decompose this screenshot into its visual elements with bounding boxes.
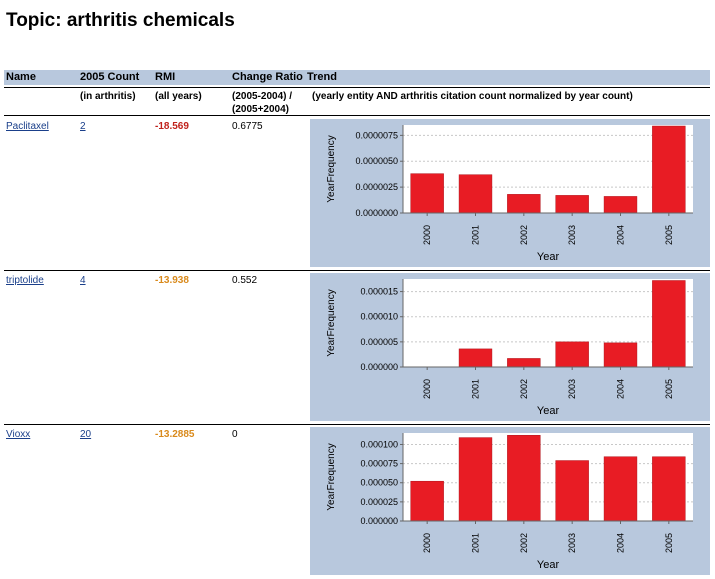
col-count-subheader: (in arthritis) xyxy=(80,91,136,102)
row-separator xyxy=(4,270,710,271)
y-tick-label: 0.000050 xyxy=(360,478,398,488)
table-header: Name 2005 Count RMI Change Ratio Trend (… xyxy=(4,70,710,116)
table-row: Paclitaxel 2 -18.569 0.6775 0.0000000 0.0… xyxy=(4,117,710,271)
y-tick-label: 0.000025 xyxy=(360,497,398,507)
col-ratio-subheader-1: (2005-2004) / xyxy=(232,91,293,102)
entity-link-vioxx[interactable]: Vioxx xyxy=(6,429,31,440)
x-tick-label: 2003 xyxy=(567,379,577,399)
entity-link-triptolide[interactable]: triptolide xyxy=(6,275,44,286)
x-tick-label: 2000 xyxy=(422,533,432,553)
x-tick-label: 2001 xyxy=(471,379,481,399)
bar-2004 xyxy=(603,342,638,368)
count-link-vioxx[interactable]: 20 xyxy=(80,429,92,440)
change-ratio-value: 0 xyxy=(232,429,238,440)
rmi-value: -13.2885 xyxy=(155,429,195,440)
bar-2001 xyxy=(458,437,493,522)
bar-2001 xyxy=(458,348,493,368)
x-axis-label: Year xyxy=(537,405,560,417)
x-tick-label: 2005 xyxy=(664,225,674,245)
y-tick-label: 0.0000075 xyxy=(355,130,398,140)
trend-chart-svg: 0.000000 0.000025 0.000050 0.000075 0.000100… xyxy=(326,433,693,571)
x-tick-label: 2004 xyxy=(616,533,626,553)
x-axis-label: Year xyxy=(537,559,560,571)
x-tick-label: 2003 xyxy=(567,225,577,245)
trend-chart-svg: 0.0000000 0.0000025 0.0000050 0.0000075 2000… xyxy=(326,125,693,263)
bar-2000 xyxy=(410,173,444,214)
table-row: triptolide 4 -13.938 0.552 0.000000 0.000… xyxy=(4,271,710,425)
plot-area xyxy=(403,125,693,213)
bar-2002 xyxy=(507,358,541,368)
x-tick-label: 2001 xyxy=(471,533,481,553)
x-tick-label: 2000 xyxy=(422,225,432,245)
count-link-triptolide[interactable]: 4 xyxy=(80,275,86,286)
x-tick-label: 2003 xyxy=(567,533,577,553)
y-tick-label: 0.0000050 xyxy=(355,156,398,166)
trend-chart-svg: 0.000000 0.000005 0.000010 0.000015 2000 2001… xyxy=(326,279,693,417)
entity-link-paclitaxel[interactable]: Paclitaxel xyxy=(6,121,49,132)
y-tick-label: 0.000000 xyxy=(360,516,398,526)
col-trend-subheader: (yearly entity AND arthritis citation co… xyxy=(312,91,633,102)
bar-2003 xyxy=(555,460,589,522)
x-tick-label: 2002 xyxy=(519,533,529,553)
bar-2003 xyxy=(555,195,589,214)
y-tick-label: 0.0000000 xyxy=(355,208,398,218)
trend-chart: 0.000000 0.000025 0.000050 0.000075 0.000100… xyxy=(310,427,710,575)
y-tick-label: 0.000005 xyxy=(360,337,398,347)
x-tick-label: 2000 xyxy=(422,379,432,399)
plot-area xyxy=(403,279,693,367)
y-axis-label: YearFrequency xyxy=(326,135,337,202)
page-title: Topic: arthritis chemicals xyxy=(6,10,235,31)
x-tick-label: 2001 xyxy=(471,225,481,245)
y-tick-label: 0.0000025 xyxy=(355,182,398,192)
col-rmi-subheader: (all years) xyxy=(155,91,202,102)
header-bottom-rule xyxy=(4,115,710,116)
y-tick-label: 0.000000 xyxy=(360,362,398,372)
plot-area xyxy=(403,433,693,521)
x-tick-label: 2005 xyxy=(664,379,674,399)
bar-2004 xyxy=(603,456,638,522)
x-tick-label: 2002 xyxy=(519,379,529,399)
col-count-header: 2005 Count xyxy=(80,71,140,83)
y-tick-label: 0.000015 xyxy=(360,287,398,297)
change-ratio-value: 0.6775 xyxy=(232,121,263,132)
y-axis-label: YearFrequency xyxy=(326,443,337,510)
col-ratio-subheader-2: (2005+2004) xyxy=(232,104,289,115)
x-axis-label: Year xyxy=(537,251,560,263)
change-ratio-value: 0.552 xyxy=(232,275,258,286)
col-rmi-header: RMI xyxy=(155,71,176,83)
y-tick-label: 0.000075 xyxy=(360,459,398,469)
bar-2003 xyxy=(555,341,589,368)
table-row: Vioxx 20 -13.2885 0 0.000000 0.000025 0.00… xyxy=(4,425,710,579)
count-link-paclitaxel[interactable]: 2 xyxy=(80,121,86,132)
rmi-value: -13.938 xyxy=(155,275,189,286)
header-rule xyxy=(4,87,710,88)
y-axis-label: YearFrequency xyxy=(326,289,337,356)
trend-chart: 0.000000 0.000005 0.000010 0.000015 2000 2001… xyxy=(310,273,710,421)
y-tick-label: 0.000010 xyxy=(360,312,398,322)
bar-2000 xyxy=(410,480,444,522)
x-tick-label: 2004 xyxy=(616,225,626,245)
bar-2005 xyxy=(652,125,686,214)
bar-2004 xyxy=(603,196,638,214)
col-ratio-header: Change Ratio xyxy=(232,71,303,83)
y-tick-label: 0.000100 xyxy=(360,439,398,449)
col-trend-header: Trend xyxy=(307,71,337,83)
bar-2002 xyxy=(507,435,541,522)
bar-2001 xyxy=(458,174,493,214)
bar-2005 xyxy=(652,280,686,368)
trend-chart: 0.0000000 0.0000025 0.0000050 0.0000075 2000… xyxy=(310,119,710,267)
x-tick-label: 2005 xyxy=(664,533,674,553)
x-tick-label: 2002 xyxy=(519,225,529,245)
header-band xyxy=(4,70,710,85)
rmi-value: -18.569 xyxy=(155,121,189,132)
bar-2002 xyxy=(507,194,541,214)
bar-2005 xyxy=(652,456,686,522)
x-tick-label: 2004 xyxy=(616,379,626,399)
row-separator xyxy=(4,424,710,425)
col-name-header: Name xyxy=(6,71,36,83)
